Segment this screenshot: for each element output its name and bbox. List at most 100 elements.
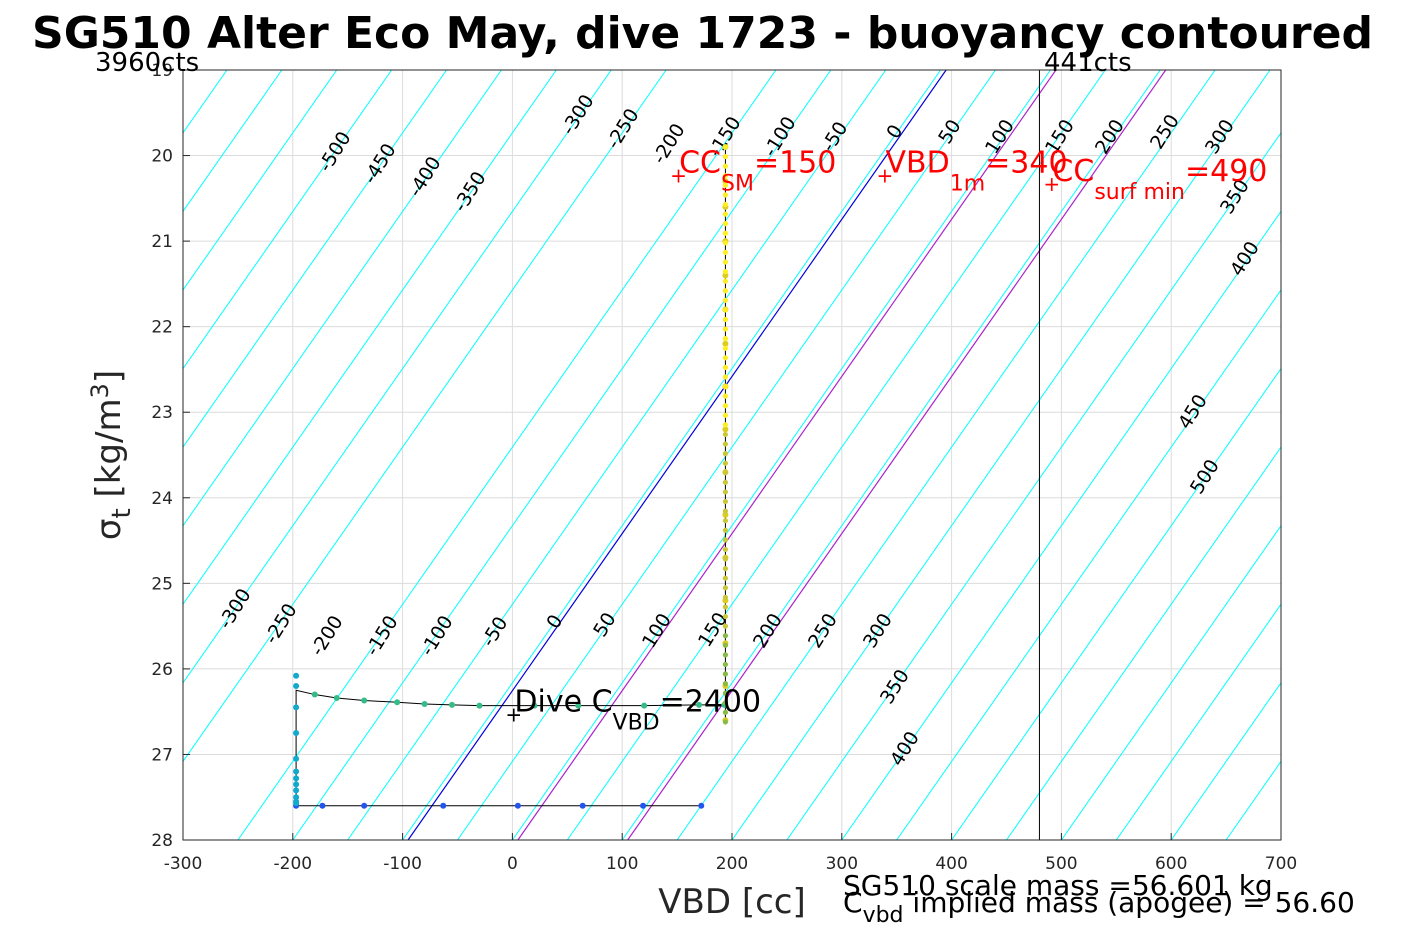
buoyancy-contour-line bbox=[292, 70, 832, 840]
data-point bbox=[293, 768, 300, 775]
data-point bbox=[722, 431, 729, 438]
data-point bbox=[722, 422, 729, 428]
data-point bbox=[722, 355, 729, 361]
data-point bbox=[722, 594, 729, 600]
x-tick-label: 500 bbox=[1045, 854, 1077, 874]
contour-label: 250 bbox=[804, 610, 842, 652]
data-point bbox=[722, 374, 729, 380]
buoyancy-contours bbox=[0, 70, 1281, 840]
contour-label: 200 bbox=[749, 610, 787, 652]
data-point bbox=[722, 604, 729, 610]
footer-cvbd-main: C bbox=[843, 886, 863, 919]
footer-cvbd-sub: vbd bbox=[863, 903, 904, 928]
data-point bbox=[722, 537, 729, 543]
data-point bbox=[722, 527, 729, 533]
data-point bbox=[722, 460, 729, 466]
y-tick-label: 21 bbox=[151, 232, 173, 252]
data-point bbox=[722, 144, 729, 150]
data-point bbox=[722, 556, 729, 562]
contour-label: -50 bbox=[477, 613, 512, 651]
data-point bbox=[722, 633, 729, 639]
contour-label: -450 bbox=[359, 140, 401, 188]
data-point bbox=[722, 163, 729, 169]
data-point bbox=[531, 702, 538, 709]
marker-label-value: =490 bbox=[1185, 154, 1267, 189]
data-point bbox=[361, 802, 368, 809]
y-axis-label-sub: t bbox=[107, 508, 137, 518]
data-point bbox=[722, 393, 729, 399]
data-point bbox=[722, 585, 729, 591]
data-point bbox=[421, 700, 428, 707]
buoyancy-contour-line bbox=[183, 70, 612, 684]
x-tick-label: 400 bbox=[935, 854, 967, 874]
x-tick-label: -300 bbox=[164, 854, 203, 874]
data-point bbox=[722, 709, 729, 715]
data-point bbox=[722, 518, 729, 524]
marker-annotation: +Dive CVBD=2400 bbox=[505, 684, 761, 735]
contour-label: 100 bbox=[638, 610, 676, 652]
counts-left-label: 3960cts bbox=[95, 48, 199, 78]
marker-label-value: =150 bbox=[754, 145, 836, 180]
y-tick-label: 22 bbox=[151, 318, 173, 338]
data-point bbox=[722, 221, 729, 227]
data-point bbox=[722, 511, 729, 518]
data-point bbox=[722, 268, 729, 275]
data-point bbox=[722, 546, 729, 553]
data-point bbox=[722, 153, 729, 160]
buoyancy-contour-line bbox=[676, 70, 1216, 840]
data-point bbox=[722, 326, 729, 332]
data-point bbox=[579, 802, 586, 809]
data-point bbox=[293, 683, 300, 689]
x-tick-label: 200 bbox=[716, 854, 748, 874]
x-tick-label: 0 bbox=[507, 854, 518, 874]
buoyancy-contour-line bbox=[731, 70, 1271, 840]
x-tick-label: -200 bbox=[274, 854, 313, 874]
data-point bbox=[722, 336, 729, 342]
surface-column bbox=[722, 144, 729, 725]
data-point bbox=[722, 613, 729, 620]
data-point bbox=[361, 697, 368, 704]
marker-plus: + bbox=[1043, 172, 1060, 196]
data-point bbox=[722, 566, 729, 572]
buoyancy-contour-line bbox=[0, 70, 62, 840]
data-point bbox=[722, 240, 729, 246]
contour-label: -200 bbox=[306, 612, 348, 660]
marker-label-value: =2400 bbox=[660, 684, 761, 719]
data-point bbox=[722, 470, 729, 476]
contour-label: -250 bbox=[260, 600, 302, 648]
data-point bbox=[293, 798, 300, 805]
buoyancy-contour-line bbox=[237, 70, 777, 840]
reference-line bbox=[517, 70, 1057, 840]
data-point bbox=[311, 691, 318, 698]
y-tick-label: 26 bbox=[151, 660, 173, 680]
marker-label-main: Dive C bbox=[514, 684, 612, 719]
data-point bbox=[722, 441, 729, 447]
buoyancy-contour-line bbox=[896, 289, 1281, 840]
data-point bbox=[476, 702, 483, 709]
data-point bbox=[394, 699, 401, 706]
contour-label: 50 bbox=[934, 116, 965, 148]
data-point bbox=[722, 642, 729, 648]
contour-label: 250 bbox=[1146, 111, 1184, 153]
data-point bbox=[722, 259, 729, 265]
data-point bbox=[722, 661, 729, 668]
buoyancy-contour-line bbox=[1115, 603, 1281, 840]
buoyancy-contour-line bbox=[566, 70, 1106, 840]
marker-label-main: CC bbox=[1052, 154, 1094, 189]
data-point bbox=[722, 297, 729, 303]
contour-label: 350 bbox=[876, 666, 914, 708]
contour-label: -400 bbox=[404, 153, 446, 201]
counts-right-label: 441cts bbox=[1044, 48, 1132, 78]
data-point bbox=[722, 498, 729, 505]
data-point bbox=[722, 700, 729, 706]
y-axis-label-sup: 3 bbox=[86, 383, 114, 398]
data-series bbox=[293, 142, 729, 809]
y-tick-label: 19 bbox=[151, 61, 173, 81]
data-point bbox=[722, 211, 729, 217]
data-point bbox=[640, 802, 647, 809]
contour-label: 400 bbox=[886, 728, 924, 770]
buoyancy-contour-line bbox=[183, 70, 393, 370]
data-point bbox=[722, 249, 729, 256]
data-point bbox=[722, 364, 729, 370]
data-point bbox=[449, 701, 456, 708]
